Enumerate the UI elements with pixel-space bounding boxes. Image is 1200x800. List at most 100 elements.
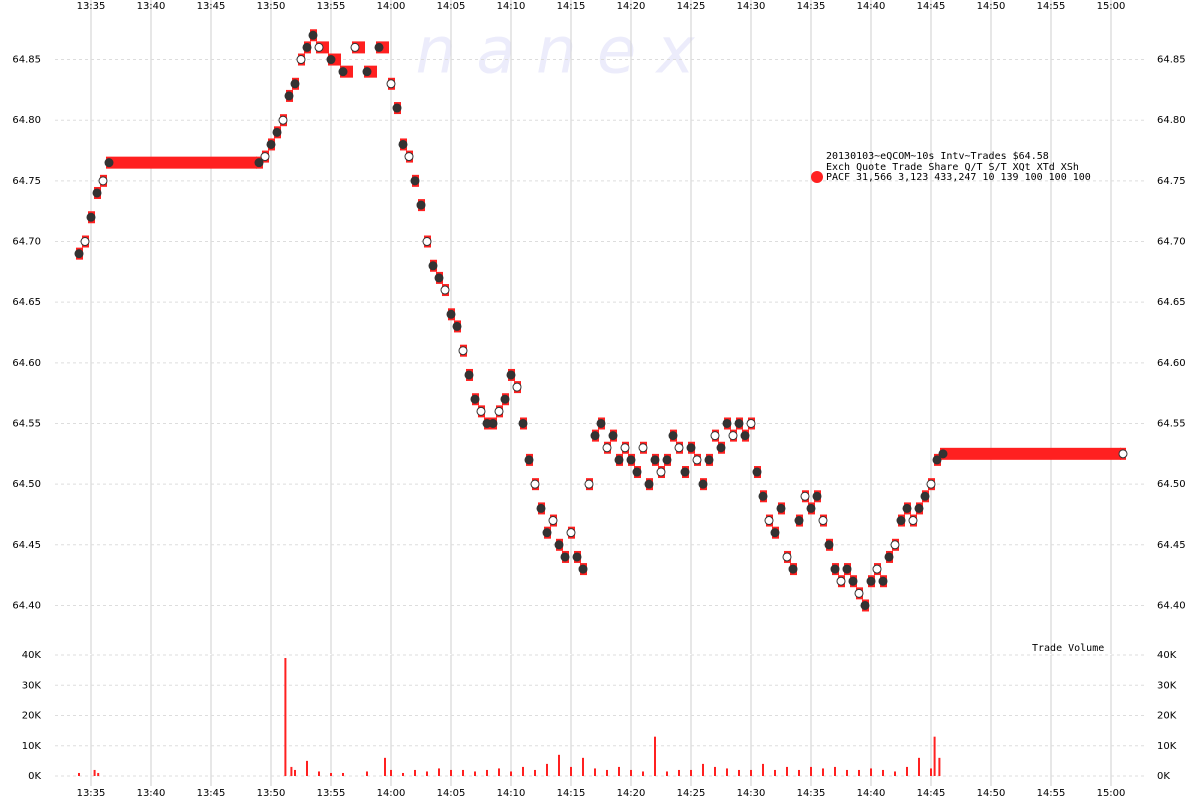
x-tick-label: 14:05 bbox=[437, 788, 466, 799]
trade-dot bbox=[668, 431, 678, 441]
volume-bar bbox=[810, 766, 812, 776]
trade-dot bbox=[680, 467, 690, 477]
trade-dot bbox=[620, 443, 630, 453]
trade-dot bbox=[740, 431, 750, 441]
x-tick-label: 14:45 bbox=[917, 788, 946, 799]
trade-dot bbox=[932, 455, 942, 465]
trade-dot bbox=[890, 540, 900, 550]
volume-bar bbox=[486, 769, 488, 776]
volume-bar bbox=[290, 766, 293, 776]
trade-dot bbox=[542, 528, 552, 538]
x-tick-label: 15:00 bbox=[1097, 1, 1126, 12]
x-tick-label: 14:25 bbox=[677, 788, 706, 799]
volume-bar bbox=[450, 769, 452, 776]
volume-bar bbox=[798, 769, 800, 776]
trade-dot bbox=[410, 176, 420, 186]
trade-dot bbox=[758, 491, 768, 501]
trade-dot bbox=[596, 418, 606, 428]
x-tick-label: 14:30 bbox=[737, 1, 766, 12]
x-tick-label: 13:35 bbox=[77, 1, 106, 12]
trade-dot bbox=[770, 528, 780, 538]
trade-dot bbox=[104, 158, 114, 168]
volume-bar bbox=[918, 757, 920, 776]
legend-header: Exch Quote Trade Share Q/T S/T XQt XTd X… bbox=[826, 162, 1079, 173]
volume-bar bbox=[330, 772, 332, 776]
trade-dot bbox=[314, 42, 324, 52]
marks bbox=[74, 29, 1128, 776]
volume-bar bbox=[654, 736, 656, 776]
volume-bar bbox=[678, 769, 680, 776]
trade-dot bbox=[512, 382, 522, 392]
volume-bar bbox=[938, 757, 941, 776]
volume-bar bbox=[93, 769, 96, 776]
trade-dot bbox=[920, 491, 930, 501]
volume-bar bbox=[414, 769, 416, 776]
volume-bar bbox=[522, 766, 524, 776]
volume-bar bbox=[690, 769, 692, 776]
x-tick-label: 14:10 bbox=[497, 1, 526, 12]
y-tick-label: 64.40 bbox=[12, 600, 41, 611]
volume-bar bbox=[762, 763, 764, 776]
trade-dot bbox=[608, 431, 618, 441]
labels: 20130103~eQCOM~10s Intv~Trades $64.58 Ex… bbox=[12, 1, 1185, 799]
trade-dot bbox=[818, 516, 828, 526]
y-tick-label: 40K bbox=[22, 650, 42, 661]
trade-dot bbox=[518, 418, 528, 428]
trade-dot bbox=[284, 91, 294, 101]
trade-dot bbox=[296, 55, 306, 65]
trade-dot bbox=[572, 552, 582, 562]
volume-bar bbox=[366, 771, 368, 776]
volume-label: Trade Volume bbox=[1032, 643, 1104, 654]
trade-dot bbox=[80, 237, 90, 247]
trade-dot bbox=[830, 564, 840, 574]
volume-bar bbox=[726, 768, 728, 776]
trade-dot bbox=[884, 552, 894, 562]
volume-bar bbox=[702, 763, 704, 776]
trade-dot bbox=[584, 479, 594, 489]
y-tick-label: 64.55 bbox=[12, 418, 41, 429]
volume-bar bbox=[510, 771, 512, 776]
trade-dot bbox=[392, 103, 402, 113]
trade-dot bbox=[302, 42, 312, 52]
trade-dot bbox=[386, 79, 396, 89]
legend-series: PACF bbox=[826, 172, 850, 183]
trade-dot bbox=[704, 455, 714, 465]
trade-dot bbox=[806, 503, 816, 513]
trade-dot bbox=[938, 449, 948, 459]
x-tick-label: 14:20 bbox=[617, 788, 646, 799]
y-tick-label-right: 64.85 bbox=[1157, 55, 1186, 66]
trade-dot bbox=[824, 540, 834, 550]
volume-bar bbox=[606, 769, 608, 776]
trade-dot bbox=[626, 455, 636, 465]
volume-bar bbox=[858, 769, 860, 776]
quote-band bbox=[940, 447, 1121, 460]
trade-dot bbox=[476, 406, 486, 416]
trade-dot bbox=[308, 30, 318, 40]
y-tick-label: 30K bbox=[22, 680, 42, 691]
volume-bar bbox=[786, 766, 788, 776]
volume-bar bbox=[426, 771, 428, 776]
trade-dot bbox=[842, 564, 852, 574]
trade-dot bbox=[536, 503, 546, 513]
trade-dot bbox=[422, 237, 432, 247]
trade-dot bbox=[692, 455, 702, 465]
trade-dot bbox=[926, 479, 936, 489]
trade-dot bbox=[896, 516, 906, 526]
trade-dot bbox=[326, 55, 336, 65]
y-tick-label-right: 30K bbox=[1157, 680, 1177, 691]
trade-dot bbox=[458, 346, 468, 356]
volume-bar bbox=[384, 757, 386, 776]
trade-dot bbox=[848, 576, 858, 586]
y-tick-label-right: 0K bbox=[1157, 771, 1170, 782]
trade-dot bbox=[686, 443, 696, 453]
trade-dot bbox=[254, 158, 264, 168]
volume-bar bbox=[906, 766, 908, 776]
trade-dot bbox=[650, 455, 660, 465]
x-tick-label: 13:55 bbox=[317, 788, 346, 799]
volume-bar bbox=[618, 766, 620, 776]
volume-bar bbox=[498, 768, 500, 776]
trade-dot bbox=[656, 467, 666, 477]
y-tick-label: 64.85 bbox=[12, 55, 41, 66]
trade-dot bbox=[272, 127, 282, 137]
volume-bar bbox=[342, 772, 344, 776]
